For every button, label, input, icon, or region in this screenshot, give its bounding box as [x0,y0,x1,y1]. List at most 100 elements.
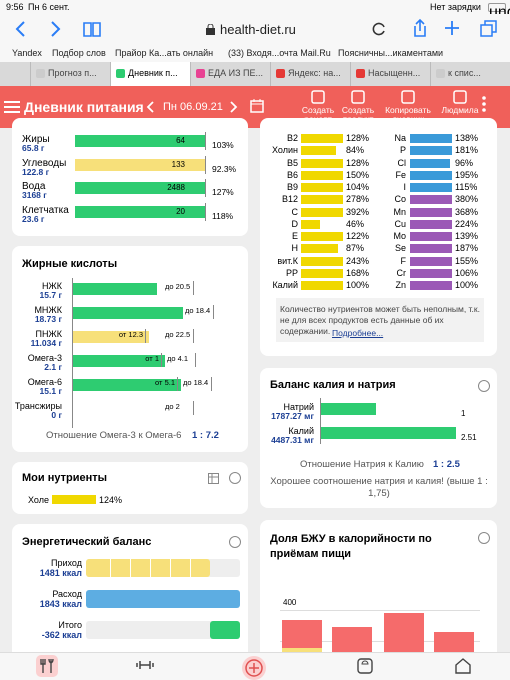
tab[interactable] [190,62,270,86]
kna-axis [320,398,321,444]
battery-icon: undefined [488,3,510,21]
vitamin-name: C [291,206,299,217]
fatty-name: Омега-3 [27,353,62,363]
mineral-pct: 187% [455,243,479,254]
bookmark[interactable]: Yandex [12,48,42,58]
mineral-bar-track [410,146,452,156]
mineral-name: Mo [393,231,406,241]
my-nutrient-name: Холе [28,495,49,505]
fatty-amount: 15.1 г [39,386,62,396]
bookmark[interactable]: Подбор слов [52,48,106,58]
bju-tick-label: 400 [283,598,297,607]
fatty-from: от 5.1 [155,378,175,387]
macro-bar-value: 133 [171,159,185,169]
fatty-axis [72,278,73,428]
vitamin-bar [301,146,337,156]
fatty-tick [211,377,212,391]
macro-pct: 103% [212,140,234,150]
mineral-pct: 115% [455,182,478,192]
bookmark[interactable]: Поясничны...икаментами [338,48,444,58]
fatty-name: НЖК [41,281,62,291]
tab-favicon [36,69,45,78]
fatty-amount: 11.034 г [30,338,62,348]
vitamin-bar [301,219,321,229]
fatty-name: Омега-6 [27,377,62,387]
macro-bar [75,205,205,218]
mineral-name: Cr [396,267,407,278]
app-title: Дневник питания [24,99,144,115]
mineral-bar [410,281,452,290]
vitamin-pct: 100% [346,280,370,290]
action-label[interactable]: Людмила [441,105,479,115]
tab-title: Насыщенн... [368,68,421,78]
mineral-pct: 100% [455,280,479,290]
fatty-from: от 12.3 [118,330,143,339]
energy-bar [210,621,240,639]
fatty-tick [193,401,194,415]
vitamin-bar-track [301,134,343,143]
vitamin-bar [301,207,343,217]
fatty-tick [161,353,162,367]
mineral-bar-track [410,207,452,217]
tab[interactable] [30,62,110,86]
macro-tick [205,155,206,174]
vitamin-pct: 168% [346,267,370,278]
vitamin-bar-track [301,207,343,217]
bookmark[interactable]: Прайор Ка...ать онлайн [115,48,214,58]
macro-name: Жиры [22,134,50,145]
mineral-name: Cu [394,218,406,229]
mineral-pct: 138% [455,133,479,143]
kna-amount: 1787.27 мг [271,411,314,421]
vitamin-bar-track [301,170,343,180]
macro-amount: 65.8 г [22,143,45,153]
mineral-name: F [400,255,407,266]
vitamin-bar-track [301,281,343,290]
vitamin-bar-track [301,232,343,241]
kna-note: Хорошее соотношение натрия и калия! (выш… [270,476,488,499]
my-nutrient-bar [52,495,96,504]
mineral-bar [410,232,452,241]
energy-name: Расход [52,589,82,599]
kna-value: 1 [461,409,466,418]
macro-bar-value: 64 [176,136,185,145]
fatty-to: до 20.5 [165,282,191,291]
fatty-to: до 18.4 [185,306,211,315]
energy-divider [190,559,191,577]
energy-divider [150,559,151,577]
mineral-bar-track [410,158,452,168]
fatty-title: Жирные кислоты [22,258,118,270]
fatty-amount: 15.7 г [39,290,62,300]
vitamin-bar [301,256,343,266]
bookmark[interactable]: (33) Входя...очта Mail.Ru [228,48,331,58]
mineral-pct: 195% [455,169,479,180]
vitamin-name: E [291,231,298,241]
vitamin-pct: 122% [346,231,370,241]
mineral-bar [410,244,452,254]
nutrient-link[interactable]: Подробнее... [332,328,384,338]
mineral-bar [410,146,452,156]
mineral-bar [410,207,452,217]
energy-track [86,621,240,639]
fatty-name: МНЖК [34,305,62,315]
macro-tick [205,202,206,221]
vitamin-bar [301,158,343,168]
macro-pct: 127% [212,187,234,197]
mineral-bar [410,219,452,229]
macro-name: Клетчатка [22,204,69,216]
energy-amount: -362 ккал [41,630,82,640]
macro-bar-value: 2488 [167,183,185,192]
fatty-name: Трансжиры [14,401,62,411]
tab[interactable] [430,62,510,86]
vitamin-bar-track [301,244,343,254]
macro-amount: 23.6 г [22,213,45,224]
tab[interactable] [350,62,430,86]
fatty-amount: 2.1 г [44,362,62,372]
mineral-name: P [399,145,406,156]
kna-ratio-label: Отношение Натрия к Калию [300,459,424,470]
vitamin-bar [301,134,343,143]
mineral-bar-track [410,183,452,192]
tab[interactable] [270,62,350,86]
my-nutrient-pct: 124% [99,495,123,505]
fatty-to: до 2 [165,402,180,411]
mineral-pct: 224% [455,218,479,229]
